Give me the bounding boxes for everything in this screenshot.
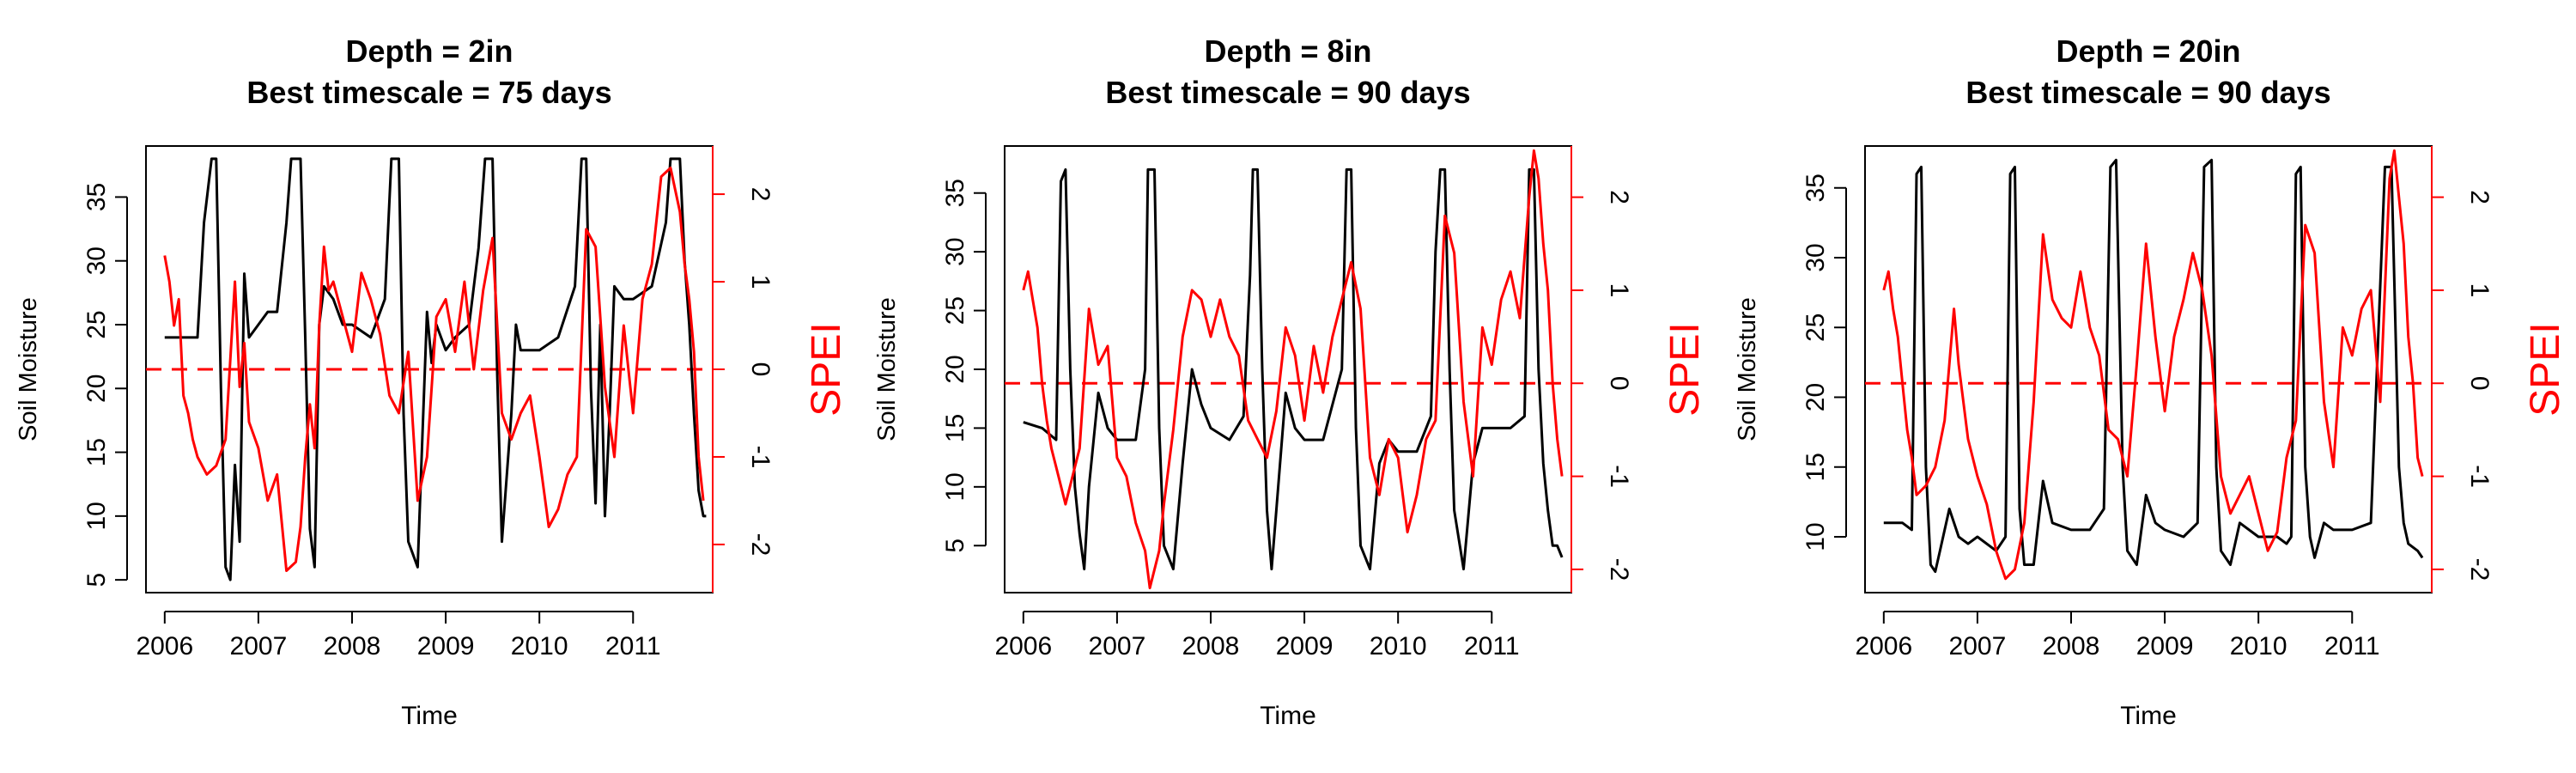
y-tick-label: 15 xyxy=(1801,453,1830,481)
x-tick-label: 2008 xyxy=(324,632,381,660)
y2-tick-label: 1 xyxy=(1605,283,1633,298)
y2-axis-label: SPEI xyxy=(804,322,849,416)
spei-series-line xyxy=(1022,149,1564,590)
y-tick-label: 25 xyxy=(82,310,111,338)
y2-tick-label: -2 xyxy=(1605,558,1633,581)
y2-tick-label: -2 xyxy=(2465,558,2494,581)
y-tick-label: 30 xyxy=(1801,243,1830,271)
spei-series-line xyxy=(1882,149,2424,581)
x-tick-label: 2008 xyxy=(1182,632,1240,660)
x-tick-label: 2009 xyxy=(417,632,475,660)
y2-tick-label: -2 xyxy=(746,533,775,557)
x-tick-label: 2011 xyxy=(1464,632,1520,660)
y-tick-label: 30 xyxy=(82,247,111,275)
x-tick-label: 2007 xyxy=(1089,632,1146,660)
plot-frame xyxy=(1004,145,1572,593)
y2-tick-label: 0 xyxy=(1605,376,1633,391)
y-tick-label: 10 xyxy=(941,472,969,501)
x-tick-label: 2006 xyxy=(1855,632,1912,660)
y2-axis: -2 -1 0 1 2 SPEI xyxy=(2431,146,2568,593)
chart-title: Depth = 20in xyxy=(2056,33,2240,69)
x-tick-label: 2011 xyxy=(2324,632,2380,660)
y-tick-label: 15 xyxy=(941,414,969,442)
y-tick-label: 5 xyxy=(82,573,111,587)
x-tick-label: 2008 xyxy=(2043,632,2100,660)
y-tick-label: 25 xyxy=(1801,313,1830,342)
x-tick-label: 2010 xyxy=(2230,632,2287,660)
y-tick-label: 25 xyxy=(941,296,969,325)
x-tick-label: 2007 xyxy=(1949,632,2007,660)
x-tick-label: 2006 xyxy=(136,632,193,660)
y2-axis-label: SPEI xyxy=(2523,322,2568,416)
y2-tick-label: 2 xyxy=(2465,190,2494,204)
y2-tick-label: 0 xyxy=(746,362,775,377)
y-tick-label: 15 xyxy=(82,438,111,466)
y2-tick-label: 1 xyxy=(2465,283,2494,298)
y-tick-label: 20 xyxy=(1801,383,1830,411)
chart-title: Depth = 2in xyxy=(345,33,513,69)
y-tick-label: 5 xyxy=(941,539,969,553)
soil-moisture-series-line xyxy=(1023,167,1564,571)
x-axis: 2006 2007 2008 2009 2010 2011 Time xyxy=(994,611,1520,730)
y2-tick-label: 2 xyxy=(746,187,775,202)
chart-subtitle: Best timescale = 90 days xyxy=(1965,75,2330,110)
y-tick-label: 35 xyxy=(1801,173,1830,202)
y-axis-label: Soil Moisture xyxy=(15,297,42,441)
y-tick-label: 35 xyxy=(82,183,111,211)
x-tick-label: 2010 xyxy=(1370,632,1427,660)
y2-axis: -2 -1 0 1 2 SPEI xyxy=(712,146,849,593)
x-axis-label: Time xyxy=(2120,702,2177,730)
y-axis-label: Soil Moisture xyxy=(873,297,901,441)
x-axis-label: Time xyxy=(1260,702,1316,730)
x-tick-label: 2011 xyxy=(605,632,661,660)
spei-series-line xyxy=(163,167,705,572)
y2-tick-label: 1 xyxy=(746,275,775,289)
y-axis-label: Soil Moisture xyxy=(1734,297,1761,441)
x-tick-label: 2007 xyxy=(230,632,288,660)
x-axis: 2006 2007 2008 2009 2010 2011 Time xyxy=(1855,611,2380,730)
chart-subtitle: Best timescale = 90 days xyxy=(1105,75,1470,110)
y-tick-label: 10 xyxy=(1801,522,1830,551)
x-tick-label: 2009 xyxy=(2136,632,2194,660)
chart-subtitle: Best timescale = 75 days xyxy=(246,75,611,110)
y-tick-label: 20 xyxy=(82,374,111,403)
x-axis-label: Time xyxy=(401,702,458,730)
y-tick-label: 30 xyxy=(941,237,969,265)
x-axis: 2006 2007 2008 2009 2010 2011 Time xyxy=(136,611,661,730)
y-tick-label: 10 xyxy=(82,502,111,530)
y2-tick-label: -1 xyxy=(1605,465,1633,488)
x-tick-label: 2006 xyxy=(994,632,1052,660)
y-tick-label: 35 xyxy=(941,179,969,207)
y2-axis-label: SPEI xyxy=(1662,322,1708,416)
y-axis: 10 15 20 25 30 35 Soil Moisture xyxy=(1734,173,1847,551)
x-tick-label: 2010 xyxy=(511,632,568,660)
y2-axis: -2 -1 0 1 2 SPEI xyxy=(1571,146,1708,593)
y2-tick-label: 2 xyxy=(1605,190,1633,204)
y-tick-label: 20 xyxy=(941,355,969,383)
y2-tick-label: 0 xyxy=(2465,376,2494,391)
soil-moisture-series-line xyxy=(1883,158,2424,574)
y2-tick-label: -1 xyxy=(746,446,775,469)
y2-tick-label: -1 xyxy=(2465,465,2494,488)
chart-panel-3: Depth = 20in Best timescale = 90 days 2006… xyxy=(1734,33,2568,730)
x-tick-label: 2009 xyxy=(1276,632,1334,660)
y-axis: 5 10 15 20 25 30 35 Soil Moisture xyxy=(15,183,128,587)
soil-moisture-series-line xyxy=(164,157,707,581)
chart-title: Depth = 8in xyxy=(1204,33,1371,69)
y-axis: 5 10 15 20 25 30 35 Soil Moisture xyxy=(873,179,987,553)
